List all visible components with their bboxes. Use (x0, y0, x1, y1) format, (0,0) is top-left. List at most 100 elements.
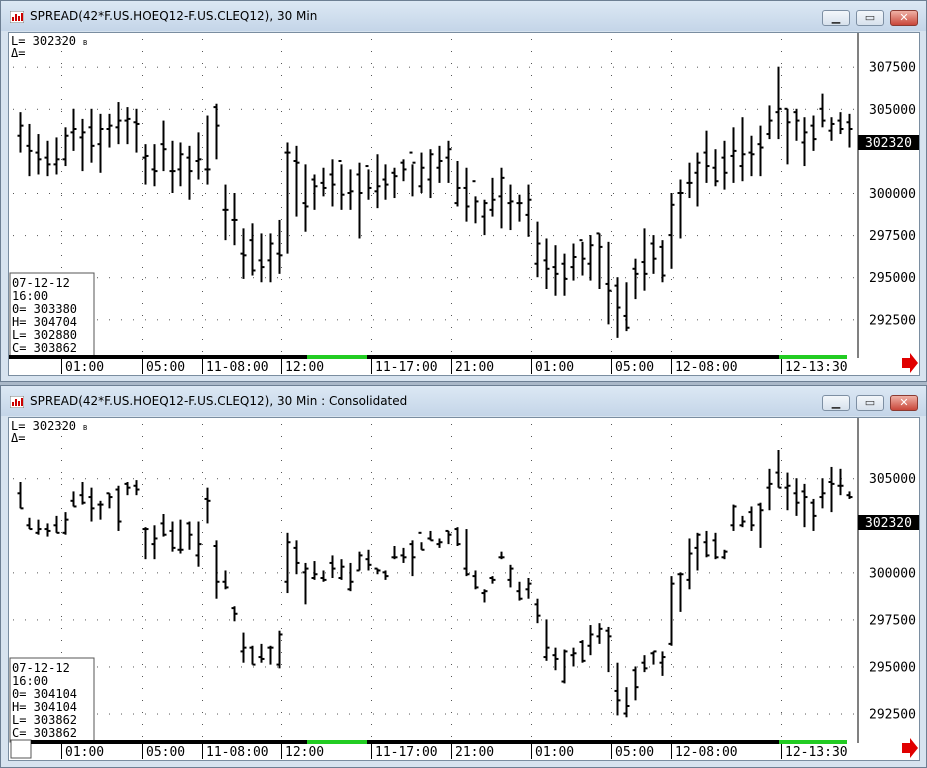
grid-dot (805, 319, 806, 321)
grid-dot (325, 572, 326, 574)
grid-dot (637, 108, 638, 110)
grid-dot (673, 108, 674, 110)
minimize-button[interactable]: ▁ (822, 10, 850, 26)
grid-dot (853, 193, 854, 194)
grid-dot (385, 319, 386, 321)
grid-dot (281, 87, 282, 88)
grid-dot (371, 195, 372, 196)
close-button[interactable]: ✕ (890, 10, 918, 26)
grid-dot (531, 736, 532, 737)
red-right-arrow-icon[interactable] (902, 353, 918, 373)
grid-dot (829, 619, 830, 621)
red-right-arrow-icon[interactable] (902, 738, 918, 758)
ohlc-bar (668, 576, 675, 646)
grid-dot (531, 700, 532, 701)
grid-dot (841, 235, 842, 237)
maximize-button[interactable]: ▭ (856, 10, 884, 26)
grid-dot (301, 319, 302, 321)
grid-dot (505, 713, 506, 715)
grid-dot (781, 688, 782, 689)
grid-dot (853, 666, 854, 668)
grid-dot (649, 66, 650, 68)
maximize-button[interactable]: ▭ (856, 395, 884, 411)
ohlc-bar (605, 241, 612, 325)
grid-dot (109, 193, 110, 194)
grid-dot (241, 619, 242, 621)
grid-dot (531, 327, 532, 328)
grid-dot (817, 193, 818, 194)
grid-dot (181, 235, 182, 237)
ohlc-bar (507, 564, 514, 588)
grid-dot (625, 66, 626, 68)
grid-dot (637, 66, 638, 68)
ohlc-bar (79, 118, 86, 172)
grid-dot (697, 713, 698, 715)
grid-dot (769, 572, 770, 574)
title-bar[interactable]: SPREAD(42*F.US.HOEQ12-F.US.CLEQ12), 30 M… (1, 386, 926, 416)
close-button[interactable]: ✕ (890, 395, 918, 411)
grid-dot (673, 572, 674, 574)
grid-dot (781, 303, 782, 304)
grid-dot (217, 713, 218, 715)
grid-dot (277, 193, 278, 194)
grid-dot (649, 193, 650, 194)
ohlc-bar (784, 472, 791, 511)
grid-dot (709, 478, 710, 480)
grid-dot (281, 472, 282, 473)
ohlc-bar (258, 643, 265, 663)
grid-dot (853, 66, 854, 68)
grid-dot (49, 66, 50, 68)
grid-dot (565, 235, 566, 237)
grid-dot (281, 580, 282, 581)
grid-dot (829, 193, 830, 194)
grid-dot (781, 478, 782, 480)
grid-dot (217, 478, 218, 480)
info-glyph: B (83, 39, 87, 47)
grid-dot (371, 183, 372, 184)
grid-dot (433, 108, 434, 110)
ohlc-bar (596, 232, 603, 289)
grid-dot (229, 319, 230, 321)
grid-dot (142, 99, 143, 100)
ohlc-bar (739, 117, 746, 182)
grid-dot (85, 572, 86, 574)
grid-dot (373, 193, 374, 194)
ohlc-bar (97, 113, 104, 173)
grid-dot (671, 472, 672, 473)
grid-dot (142, 159, 143, 160)
grid-dot (709, 319, 710, 321)
grid-dot (685, 713, 686, 715)
grid-dot (649, 108, 650, 110)
grid-dot (457, 108, 458, 110)
grid-dot (181, 478, 182, 480)
grid-dot (565, 713, 566, 715)
grid-dot (202, 75, 203, 76)
title-bar[interactable]: SPREAD(42*F.US.HOEQ12-F.US.CLEQ12), 30 M… (1, 1, 926, 31)
minimize-button[interactable]: ▁ (822, 395, 850, 411)
grid-dot (697, 235, 698, 237)
grid-dot (205, 193, 206, 194)
grid-dot (673, 713, 674, 715)
ohlc-bar (213, 103, 220, 160)
grid-dot (371, 556, 372, 557)
grid-dot (61, 544, 62, 545)
grid-dot (97, 478, 98, 480)
grid-dot (142, 424, 143, 425)
grid-dot (202, 448, 203, 449)
grid-dot (673, 319, 674, 321)
chart-panel[interactable]: 305000 300000 297500 295000 292500 302320 L=… (8, 417, 920, 761)
grid-dot (671, 484, 672, 485)
grid-dot (421, 235, 422, 237)
grid-dot (733, 108, 734, 110)
corner-box[interactable] (10, 739, 32, 759)
grid-dot (451, 291, 452, 292)
grid-dot (649, 619, 650, 621)
grid-dot (202, 123, 203, 124)
grid-dot (142, 291, 143, 292)
chart-panel[interactable]: 307500 305000 300000 297500 295000 292500 302… (8, 32, 920, 376)
grid-dot (421, 66, 422, 68)
grid-dot (371, 604, 372, 605)
grid-dot (349, 619, 350, 621)
